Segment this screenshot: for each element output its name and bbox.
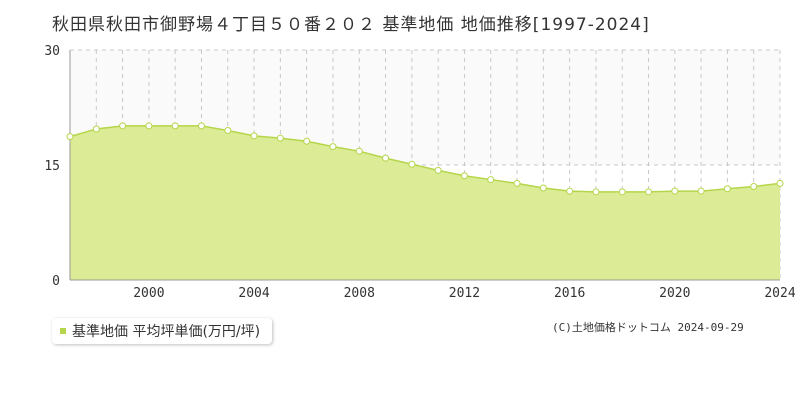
y-tick-label: 0 (52, 274, 60, 289)
data-point (618, 188, 626, 196)
x-tick-label: 2012 (449, 286, 480, 301)
copyright-text: (C)土地価格ドットコム 2024-09-29 (552, 321, 744, 334)
data-point (697, 187, 705, 195)
data-point (671, 187, 679, 195)
data-point (645, 188, 653, 196)
y-tick-label: 15 (44, 159, 60, 174)
legend-marker (60, 328, 66, 334)
data-point (171, 122, 179, 130)
data-point (566, 187, 574, 195)
data-point (539, 184, 547, 192)
x-tick-label: 2008 (344, 286, 375, 301)
data-point (513, 179, 521, 187)
data-point (408, 160, 416, 168)
series-area (70, 125, 780, 281)
data-point (460, 172, 468, 180)
y-tick-label: 30 (44, 44, 60, 59)
area-layer (69, 125, 781, 281)
data-point (250, 132, 258, 140)
x-tick-label: 2024 (764, 286, 795, 301)
axis-layer (69, 50, 780, 281)
x-tick-label: 2000 (133, 286, 164, 301)
legend-label: 基準地価 平均坪単価(万円/坪) (72, 324, 261, 340)
x-tick-label: 2020 (659, 286, 690, 301)
data-point (355, 147, 363, 155)
legend: 基準地価 平均坪単価(万円/坪) (52, 318, 273, 344)
label-layer: 0 15 30 2000 2004 2008 2012 2016 2020 2024 (44, 44, 795, 301)
data-point (776, 179, 784, 187)
data-point (382, 154, 390, 162)
data-point (145, 122, 153, 130)
data-point (276, 134, 284, 142)
data-point (92, 125, 100, 133)
point-layer (66, 122, 784, 196)
data-point (592, 188, 600, 196)
data-point (750, 182, 758, 190)
data-point (434, 166, 442, 174)
chart-title: 秋田県秋田市御野場４丁目５０番２０２ 基準地価 地価推移[1997-2024] (52, 15, 650, 35)
data-point (66, 133, 74, 141)
x-tick-label: 2004 (238, 286, 269, 301)
series-line (69, 125, 781, 193)
data-point (119, 122, 127, 130)
data-point (329, 143, 337, 151)
data-point (487, 176, 495, 184)
data-point (224, 127, 232, 134)
data-point (197, 122, 205, 130)
x-tick-label: 2016 (554, 286, 585, 301)
data-point (723, 185, 731, 193)
data-point (303, 137, 311, 145)
